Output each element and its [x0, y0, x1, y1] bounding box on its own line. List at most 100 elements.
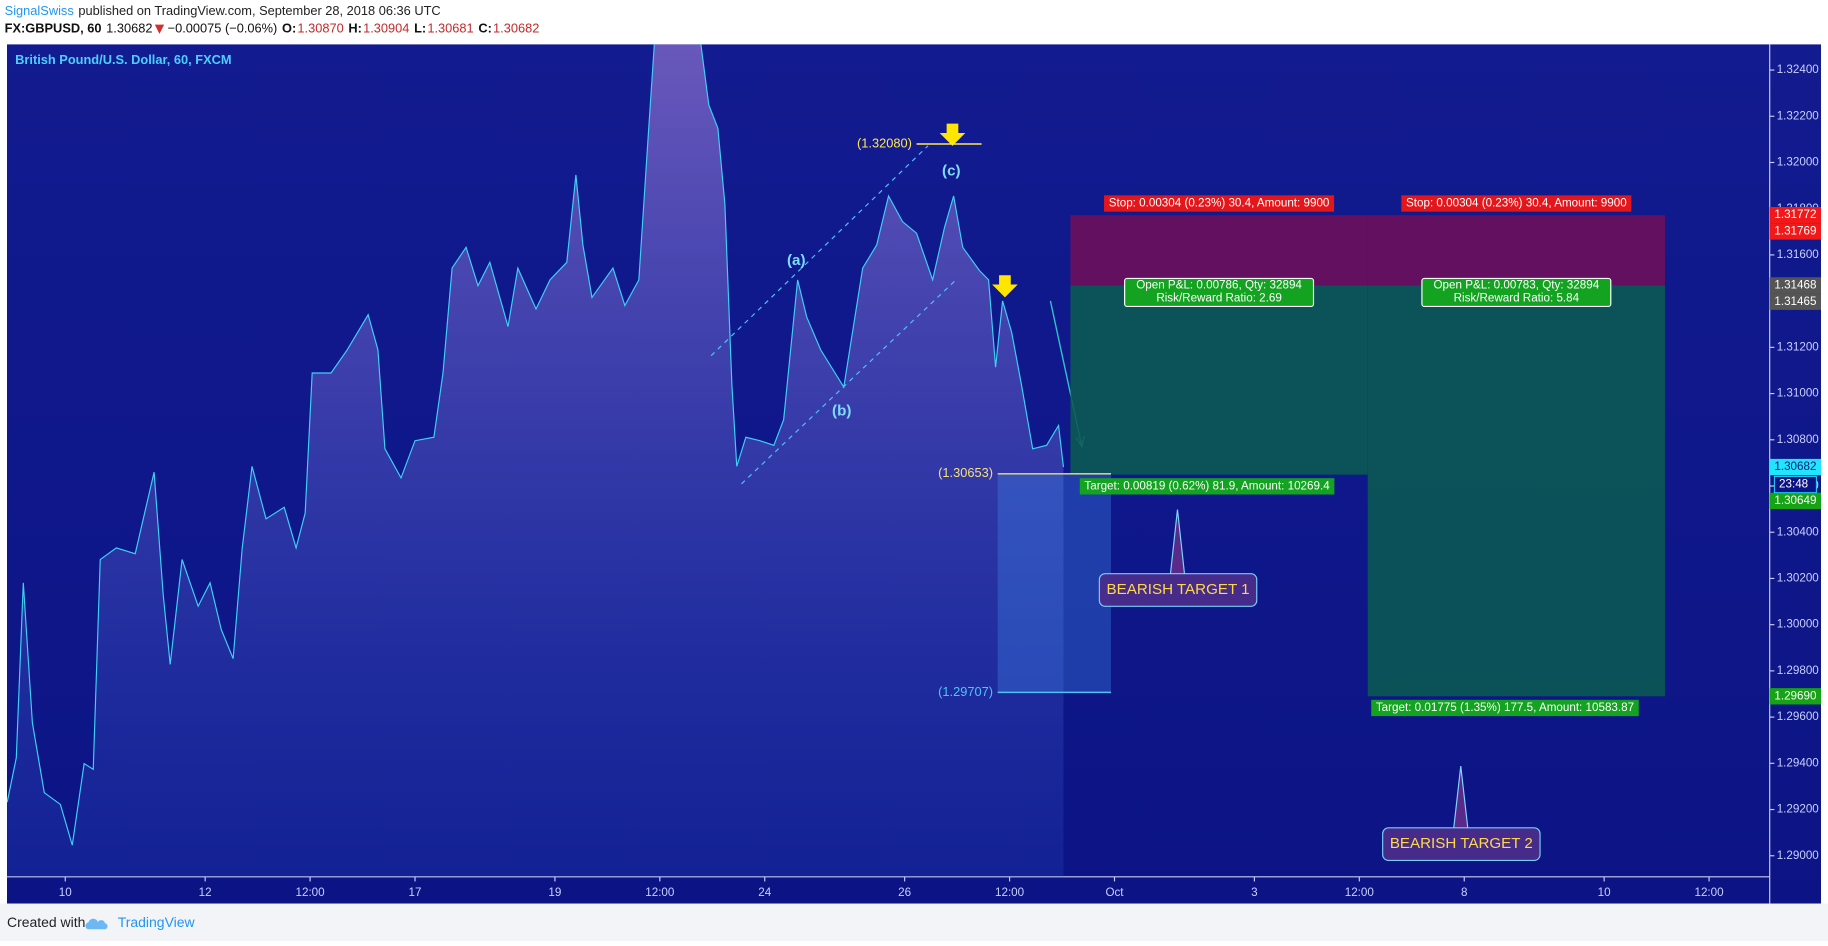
down-arrow — [939, 123, 966, 146]
callout-spike — [1169, 509, 1186, 574]
countdown: 23:48 — [1779, 478, 1808, 491]
header-text: published on TradingView.com, September … — [78, 3, 440, 18]
stop-label-bg — [1401, 195, 1632, 212]
callout-label: BEARISH TARGET 2 — [1390, 835, 1533, 852]
y-tick-label: 1.30800 — [1777, 433, 1820, 446]
stop-label-bg — [1104, 195, 1335, 212]
price-label-bg — [1769, 207, 1822, 224]
price-label-bg — [1769, 492, 1822, 510]
target-zone — [1367, 285, 1665, 697]
price-label: 1.30682 — [1774, 460, 1816, 473]
header-bg — [0, 0, 1828, 45]
callout-box — [1098, 573, 1258, 607]
price-area — [7, 44, 1064, 877]
price-line — [6, 44, 1065, 846]
stop-label: Stop: 0.00304 (0.23%) 30.4, Amount: 9900 — [1406, 197, 1627, 210]
level-label: (1.29707) — [938, 684, 993, 699]
header-text: FX:GBPUSD, 60 — [5, 21, 102, 36]
price-label-bg — [1769, 458, 1822, 476]
x-tick-label: 12:00 — [296, 886, 326, 899]
y-tick-label: 1.31600 — [1777, 248, 1820, 261]
channel-line — [710, 145, 929, 357]
y-tick-label: 1.29000 — [1777, 849, 1820, 862]
price-label: 1.29690 — [1774, 689, 1817, 702]
y-tick-label: 1.32000 — [1777, 156, 1820, 169]
pnl-label: Open P&L: 0.00786, Qty: 32894 — [1136, 279, 1302, 292]
header-text: SignalSwiss — [5, 3, 74, 18]
y-tick-label: 1.29400 — [1777, 756, 1820, 769]
price-label: 1.30649 — [1774, 494, 1816, 507]
y-tick-label: 1.29200 — [1777, 803, 1820, 816]
stop-zone — [1070, 215, 1368, 286]
footer-bg — [0, 903, 1828, 941]
x-tick-label: 10 — [1598, 886, 1611, 899]
header-text: O: — [282, 21, 296, 36]
wave-label: (b) — [832, 403, 851, 420]
footer-text: Created with — [7, 914, 85, 930]
plot — [6, 44, 1065, 877]
price-label: 1.31769 — [1774, 225, 1816, 238]
header-text: 1.30681 — [427, 21, 473, 36]
stop-zone — [1367, 215, 1665, 286]
x-tick-label: 12:00 — [995, 886, 1025, 899]
y-tick-label: 1.31000 — [1777, 387, 1820, 400]
y-tick-label: 1.30400 — [1777, 525, 1820, 538]
target-label-bg — [1079, 478, 1335, 495]
down-arrow — [992, 275, 1018, 298]
y-tick-label: 1.32400 — [1777, 63, 1820, 76]
down-triangle — [154, 24, 165, 34]
pnl-label: Open P&L: 0.00783, Qty: 32894 — [1434, 279, 1600, 292]
callout-box — [1382, 827, 1541, 862]
x-tick-label: 12:00 — [1345, 886, 1375, 899]
x-tick-label: 19 — [548, 886, 561, 899]
x-tick-label: 10 — [59, 886, 72, 899]
x-tick-label: 12:00 — [645, 886, 675, 899]
header-text: 1.30682 — [106, 21, 152, 36]
pnl-label-bg — [1124, 277, 1315, 307]
target-label: Target: 0.00819 (0.62%) 81.9, Amount: 10… — [1084, 479, 1330, 492]
header-text: H: — [348, 21, 362, 36]
callout-spike — [1453, 765, 1469, 828]
pnl-label-bg — [1421, 277, 1612, 307]
channel — [710, 145, 957, 485]
target-zone — [1070, 285, 1368, 475]
x-tick-label: 8 — [1461, 886, 1467, 899]
rr-label: Risk/Reward Ratio: 5.84 — [1454, 291, 1580, 304]
stop-label: Stop: 0.00304 (0.23%) 30.4, Amount: 9900 — [1109, 197, 1330, 210]
channel-line — [741, 279, 957, 485]
header-text: −0.00075 (−0.06%) — [168, 21, 278, 36]
y-tick-label: 1.29600 — [1777, 710, 1820, 723]
price-label: 1.31465 — [1774, 295, 1816, 308]
header-text: 1.30682 — [493, 21, 539, 36]
price-label-bg — [1769, 688, 1822, 705]
price-label-bg — [1769, 223, 1822, 240]
y-tick-label: 1.30200 — [1777, 572, 1820, 585]
target-label-bg — [1371, 699, 1639, 717]
y-tick-label: 1.30000 — [1777, 618, 1820, 631]
y-tick-label: 1.29800 — [1777, 664, 1820, 677]
price-label: 1.31772 — [1774, 208, 1816, 221]
y-tick-label: 1.31200 — [1777, 340, 1820, 353]
price-label-bg — [1769, 293, 1822, 310]
chart-title: British Pound/U.S. Dollar, 60, FXCM — [15, 52, 231, 67]
x-tick-label: 17 — [409, 886, 422, 899]
header-text: 1.30870 — [297, 21, 343, 36]
brand-logo — [85, 918, 108, 930]
rr-label: Risk/Reward Ratio: 2.69 — [1156, 291, 1282, 304]
level-label: (1.32080) — [857, 135, 912, 150]
header-text: 1.30904 — [363, 21, 409, 36]
footer-brand: TradingView — [118, 914, 196, 930]
x-tick-label: 12 — [199, 886, 212, 899]
x-tick-label: 12:00 — [1694, 886, 1724, 899]
header-text: L: — [414, 21, 426, 36]
x-tick-label: 26 — [898, 886, 911, 899]
target-zone-box — [997, 473, 1111, 693]
logo-cloud — [85, 918, 108, 930]
x-tick-label: 3 — [1251, 886, 1257, 899]
wave-label: (c) — [942, 162, 961, 179]
price-label: 1.31468 — [1774, 279, 1816, 292]
x-tick-label: Oct — [1105, 886, 1124, 899]
header-text: C: — [478, 21, 492, 36]
